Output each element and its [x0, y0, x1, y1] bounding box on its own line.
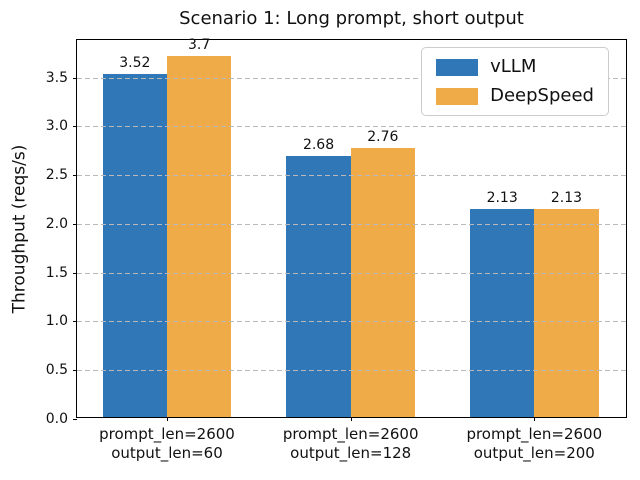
bar-deepspeed-group3 — [534, 209, 599, 417]
deepspeed-color-swatch — [436, 87, 479, 105]
y-tick-mark — [73, 175, 77, 177]
bar-value-label: 2.13 — [486, 190, 518, 207]
x-tick-label: prompt_len=2600 output_len=60 — [99, 425, 235, 462]
y-tick-mark — [73, 419, 77, 420]
y-tick-label: 2.5 — [45, 167, 68, 184]
bar-vllm-group1 — [102, 73, 167, 417]
y-tick-label: 2.0 — [45, 215, 68, 232]
y-tick-label: 1.5 — [45, 264, 68, 281]
gridline-y3 — [77, 126, 626, 128]
legend: vLLM DeepSpeed — [421, 47, 609, 116]
bar-deepspeed-group2 — [350, 147, 415, 417]
vllm-color-swatch — [436, 58, 479, 76]
legend-label-deepspeed: DeepSpeed — [490, 85, 594, 106]
y-tick-mark — [73, 223, 77, 225]
x-tick-label: prompt_len=2600 output_len=200 — [466, 425, 603, 462]
y-tick-mark — [73, 77, 77, 79]
y-tick-mark — [73, 272, 77, 274]
bar-vllm-group3 — [470, 209, 535, 417]
plot-area: Scenario 1: Long prompt, short output Th… — [9, 8, 627, 462]
gridline-y1.5 — [77, 272, 626, 274]
gridline-y0.5 — [77, 370, 626, 372]
legend-label-vllm: vLLM — [490, 56, 537, 77]
bar-vllm-group2 — [286, 155, 351, 417]
gridline-y1 — [77, 321, 626, 323]
y-tick-mark — [73, 370, 77, 372]
bar-deepspeed-group1 — [167, 56, 232, 417]
bar-value-label: 3.7 — [188, 37, 211, 53]
bar-value-label: 3.52 — [119, 54, 151, 71]
y-tick-label: 3.5 — [45, 69, 68, 86]
bar-value-label: 2.13 — [550, 190, 583, 207]
x-tick-mark — [167, 417, 168, 421]
bar-value-label: 2.68 — [302, 136, 335, 153]
y-tick-label: 3.0 — [45, 118, 68, 135]
x-tick-mark — [534, 417, 536, 421]
gridline-y2 — [77, 223, 626, 225]
x-tick-label: prompt_len=2600 output_len=128 — [282, 425, 419, 462]
y-tick-label: 0.5 — [45, 362, 68, 379]
gridline-y3.5 — [77, 77, 626, 79]
y-tick-mark — [73, 126, 77, 128]
gridline-y2.5 — [77, 175, 626, 177]
legend-entry-deepspeed: DeepSpeed — [436, 87, 594, 105]
y-tick-label: 1.0 — [45, 313, 68, 330]
bar-value-label: 2.76 — [367, 128, 399, 145]
x-tick-mark — [350, 417, 352, 421]
chart-title: Scenario 1: Long prompt, short output — [179, 8, 524, 29]
legend-entry-vllm: vLLM — [436, 58, 594, 76]
y-tick-label: 0.0 — [45, 411, 68, 427]
y-tick-mark — [73, 321, 77, 323]
